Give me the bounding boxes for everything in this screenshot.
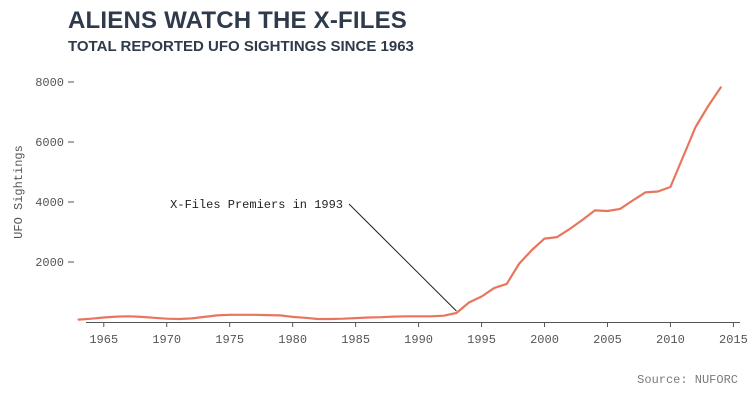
data-point <box>304 317 306 319</box>
data-point <box>342 318 344 320</box>
data-point <box>657 191 659 193</box>
data-point <box>279 314 281 316</box>
x-tick-label: 1995 <box>467 333 496 347</box>
data-point <box>606 210 608 212</box>
data-point <box>443 315 445 317</box>
y-tick-label: 6000 <box>35 136 64 150</box>
series-line-ufo-sightings <box>77 86 722 321</box>
data-point <box>292 316 294 318</box>
data-point <box>141 316 143 318</box>
y-tick-label: 4000 <box>35 196 64 210</box>
x-tick-label: 2005 <box>593 333 622 347</box>
data-point <box>418 315 420 317</box>
data-point <box>392 316 394 318</box>
source-credit: Source: NUFORC <box>637 373 738 387</box>
data-point <box>103 317 105 319</box>
data-point <box>544 238 546 240</box>
data-point <box>594 209 596 211</box>
data-point <box>355 317 357 319</box>
x-tick-label: 1975 <box>215 333 244 347</box>
data-point <box>720 86 722 88</box>
x-tick-label: 2015 <box>719 333 748 347</box>
data-point <box>153 317 155 319</box>
data-point <box>405 315 407 317</box>
data-point <box>518 263 520 265</box>
x-tick-label: 1990 <box>404 333 433 347</box>
data-point <box>229 314 231 316</box>
data-point <box>78 319 80 321</box>
data-point <box>178 318 180 320</box>
data-point <box>115 316 117 318</box>
data-point <box>619 208 621 210</box>
data-point <box>367 317 369 319</box>
y-axis-title: UFO Sightings <box>12 145 26 239</box>
data-point <box>493 287 495 289</box>
data-point <box>581 219 583 221</box>
data-point <box>430 315 432 317</box>
x-ticks: 1965 1970 1975 1980 1985 1990 1995 2000 2005 2010… <box>89 322 748 347</box>
data-point <box>682 156 684 158</box>
data-point <box>455 312 457 314</box>
y-ticks: 2000 4000 6000 8000 <box>35 76 74 270</box>
data-point <box>569 228 571 230</box>
data-point <box>481 296 483 298</box>
data-point <box>669 186 671 188</box>
x-tick-label: 1965 <box>89 333 118 347</box>
x-tick-label: 2000 <box>530 333 559 347</box>
data-point <box>468 302 470 304</box>
annotation-label: X-Files Premiers in 1993 <box>170 198 343 212</box>
data-point <box>241 314 243 316</box>
data-point <box>556 236 558 238</box>
data-point <box>380 316 382 318</box>
data-point <box>204 316 206 318</box>
x-tick-label: 1980 <box>278 333 307 347</box>
x-tick-label: 1985 <box>341 333 370 347</box>
y-tick-label: 2000 <box>35 256 64 270</box>
x-tick-label: 2010 <box>656 333 685 347</box>
data-point <box>266 314 268 316</box>
chart-subtitle: TOTAL REPORTED UFO SIGHTINGS SINCE 1963 <box>68 38 414 55</box>
data-point <box>166 318 168 320</box>
data-point <box>695 126 697 128</box>
data-point <box>329 318 331 320</box>
chart-title: ALIENS WATCH THE X-FILES <box>68 7 408 34</box>
data-point <box>632 200 634 202</box>
data-point <box>254 314 256 316</box>
data-point <box>191 317 193 319</box>
data-point <box>317 318 319 320</box>
data-point <box>531 249 533 251</box>
annotation-leader-line <box>348 203 457 312</box>
y-tick-label: 8000 <box>35 76 64 90</box>
data-point <box>707 105 709 107</box>
x-tick-label: 1970 <box>152 333 181 347</box>
data-point <box>90 318 92 320</box>
data-point <box>506 283 508 285</box>
data-point <box>216 314 218 316</box>
data-point <box>644 191 646 193</box>
data-point <box>128 315 130 317</box>
